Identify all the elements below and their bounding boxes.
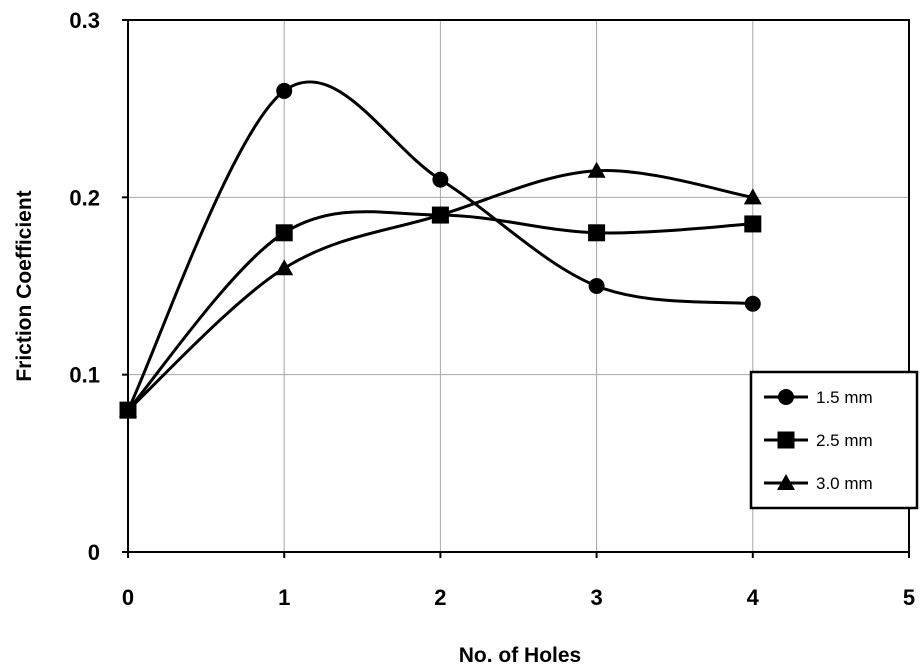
legend-label: 1.5 mm xyxy=(816,388,873,407)
legend-item: 2.5 mm xyxy=(764,431,873,450)
x-tick-label: 1 xyxy=(278,585,290,610)
x-axis-title: No. of Holes xyxy=(459,644,582,666)
data-point xyxy=(275,224,293,242)
data-point xyxy=(431,206,450,223)
data-point xyxy=(743,188,762,205)
y-tick-label: 0.3 xyxy=(69,8,100,33)
data-point xyxy=(587,161,606,178)
legend: 1.5 mm 2.5 mm 3.0 mm xyxy=(749,370,919,510)
y-axis-title: Friction Coefficient xyxy=(13,190,36,381)
x-tick-label: 3 xyxy=(590,585,602,610)
x-tick-label: 4 xyxy=(747,585,760,610)
y-axis-ticks: 0 0.1 0.2 0.3 xyxy=(69,8,128,565)
legend-marker xyxy=(777,431,795,449)
legend-label: 2.5 mm xyxy=(816,431,873,450)
data-point xyxy=(744,215,762,233)
series-triangle xyxy=(119,161,762,418)
legend-marker xyxy=(778,389,794,405)
y-tick-label: 0.1 xyxy=(69,363,100,388)
legend-items: 1.5 mm 2.5 mm 3.0 mm xyxy=(764,388,873,493)
data-point xyxy=(744,295,761,312)
data-point xyxy=(588,224,606,242)
data-point xyxy=(588,278,605,294)
plot-area-border xyxy=(127,19,910,553)
legend-marker xyxy=(777,474,795,490)
series-group xyxy=(119,80,762,419)
data-point xyxy=(275,259,294,276)
legend-label: 3.0 mm xyxy=(816,474,873,493)
x-tick-label: 0 xyxy=(122,585,134,610)
x-tick-label: 2 xyxy=(434,585,446,610)
data-point xyxy=(119,401,137,418)
legend-item: 1.5 mm xyxy=(764,388,873,407)
legend-item: 3.0 mm xyxy=(764,474,873,493)
series-line xyxy=(126,80,753,411)
y-tick-label: 0 xyxy=(88,540,100,565)
series-circle xyxy=(120,80,761,419)
y-tick-label: 0.2 xyxy=(69,185,100,210)
x-axis-ticks: 0 1 2 3 4 5 xyxy=(122,552,915,610)
data-point xyxy=(432,171,449,188)
data-point xyxy=(276,82,293,99)
x-tick-label: 5 xyxy=(903,585,915,610)
